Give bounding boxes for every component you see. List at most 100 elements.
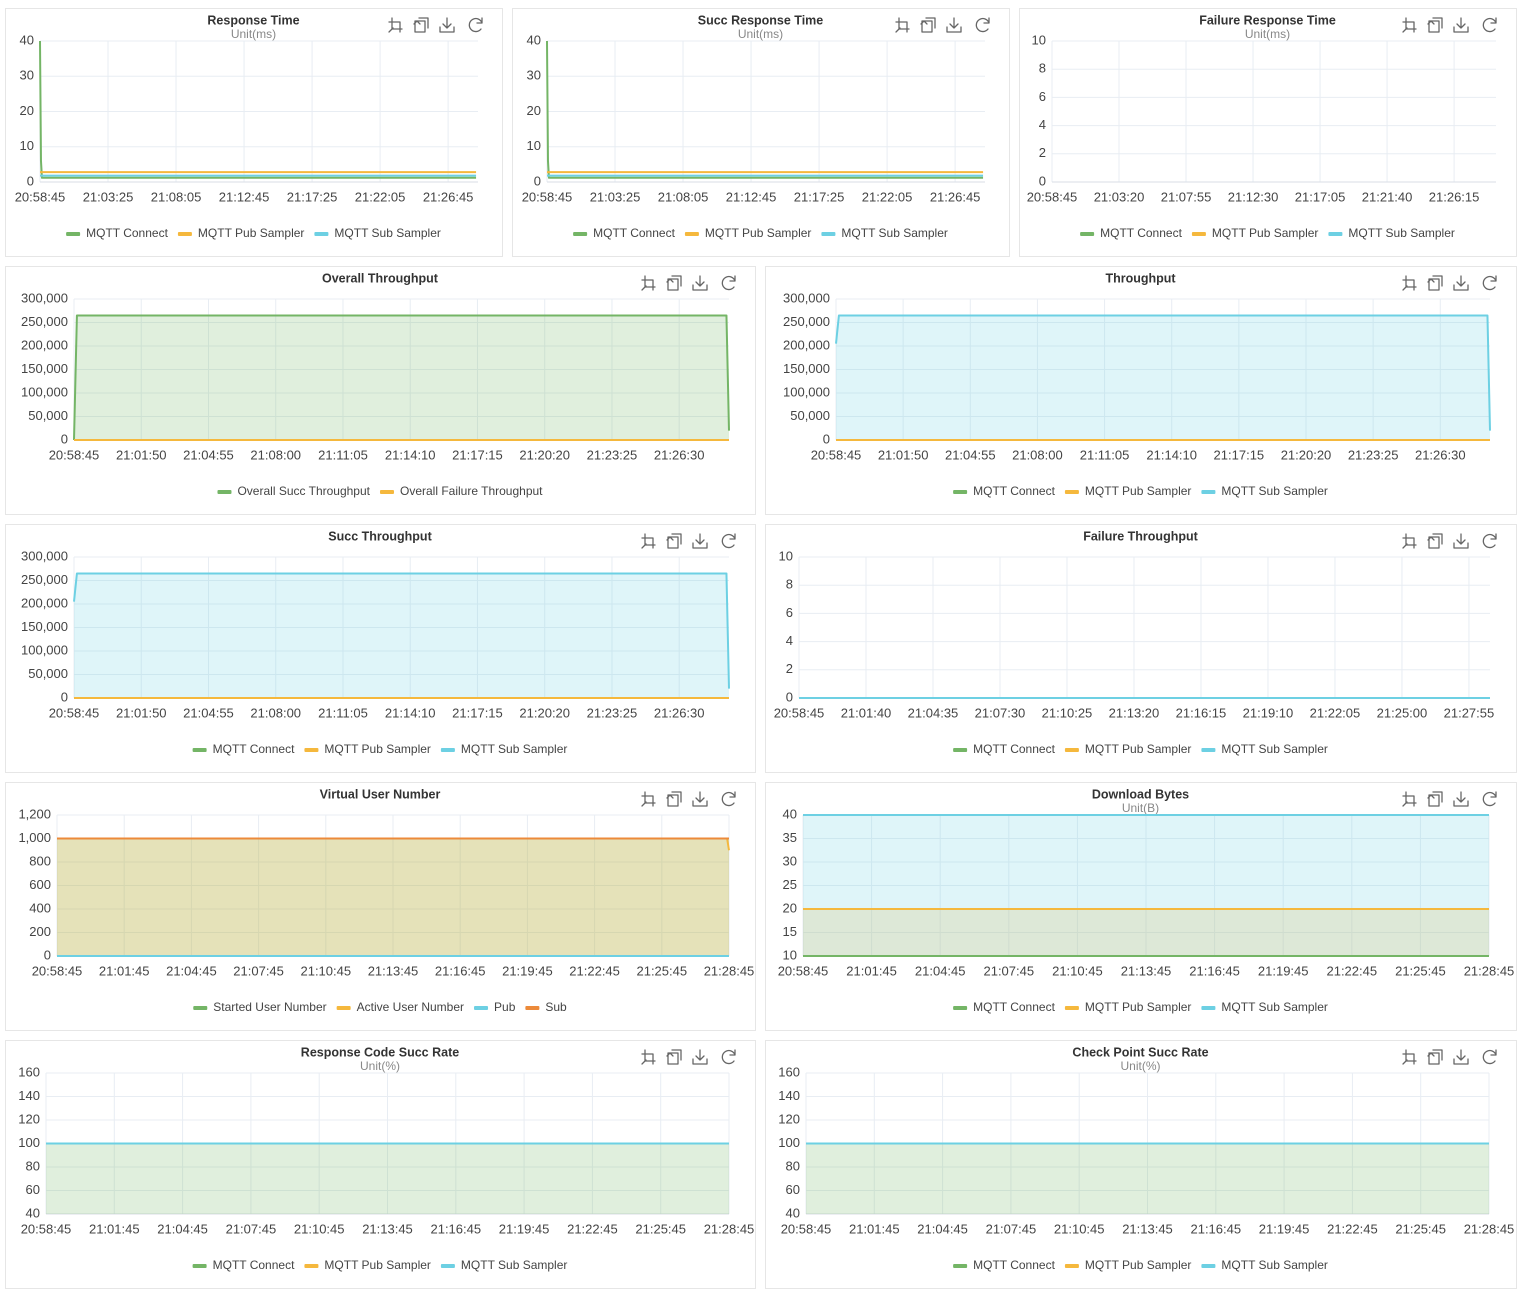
- legend-item[interactable]: MQTT Sub Sampler: [1201, 484, 1328, 498]
- toolbar-zoom[interactable]: [1400, 1048, 1418, 1066]
- icon-glyph[interactable]: [1427, 1049, 1443, 1065]
- icon-glyph[interactable]: [666, 533, 682, 549]
- legend-swatch[interactable]: [1328, 232, 1343, 236]
- legend-label[interactable]: MQTT Pub Sampler: [324, 1258, 430, 1272]
- legend-swatch[interactable]: [193, 1006, 208, 1010]
- icon-hit[interactable]: [639, 790, 657, 808]
- legend-swatch[interactable]: [953, 1264, 968, 1268]
- legend-label[interactable]: MQTT Connect: [973, 484, 1055, 498]
- legend-label[interactable]: MQTT Pub Sampler: [1085, 1258, 1191, 1272]
- icon-glyph[interactable]: [692, 275, 708, 291]
- icon-glyph[interactable]: [975, 17, 990, 33]
- legend-label[interactable]: MQTT Sub Sampler: [461, 742, 567, 756]
- icon-glyph[interactable]: [388, 17, 403, 33]
- legend-label[interactable]: MQTT Sub Sampler: [1221, 1258, 1327, 1272]
- icon-glyph[interactable]: [666, 1049, 682, 1065]
- legend-item[interactable]: MQTT Pub Sampler: [304, 1258, 431, 1272]
- toolbar-zoom-reset[interactable]: [1426, 532, 1444, 550]
- legend-label[interactable]: MQTT Pub Sampler: [1085, 484, 1191, 498]
- legend-swatch[interactable]: [336, 1006, 351, 1010]
- legend-label[interactable]: MQTT Pub Sampler: [1085, 1000, 1191, 1014]
- toolbar-zoom[interactable]: [639, 532, 657, 550]
- legend-swatch[interactable]: [177, 232, 192, 236]
- toolbar-download[interactable]: [1452, 790, 1470, 808]
- legend-item[interactable]: MQTT Sub Sampler: [1328, 226, 1455, 240]
- legend-label[interactable]: MQTT Connect: [213, 742, 295, 756]
- toolbar-zoom[interactable]: [893, 16, 911, 34]
- legend-label[interactable]: Started User Number: [213, 1000, 326, 1014]
- toolbar-refresh[interactable]: [1481, 274, 1499, 292]
- icon-glyph[interactable]: [1402, 791, 1417, 807]
- icon-glyph[interactable]: [1402, 17, 1417, 33]
- toolbar-download[interactable]: [1452, 1048, 1470, 1066]
- legend-label[interactable]: MQTT Connect: [1100, 226, 1182, 240]
- icon-glyph[interactable]: [721, 533, 736, 549]
- toolbar-download[interactable]: [691, 1048, 709, 1066]
- toolbar-zoom[interactable]: [639, 274, 657, 292]
- icon-glyph[interactable]: [1402, 533, 1417, 549]
- icon-glyph[interactable]: [895, 17, 910, 33]
- legend-swatch[interactable]: [440, 1264, 455, 1268]
- legend-swatch[interactable]: [304, 748, 319, 752]
- icon-glyph[interactable]: [920, 17, 936, 33]
- legend-swatch[interactable]: [192, 748, 207, 752]
- legend-item[interactable]: Overall Succ Throughput: [217, 484, 371, 498]
- legend-swatch[interactable]: [525, 1006, 540, 1010]
- toolbar-refresh[interactable]: [467, 16, 485, 34]
- toolbar-zoom-reset[interactable]: [665, 274, 683, 292]
- legend-label[interactable]: Pub: [494, 1000, 516, 1014]
- legend-item[interactable]: Started User Number: [193, 1000, 327, 1014]
- toolbar-refresh[interactable]: [720, 532, 738, 550]
- icon-glyph[interactable]: [1482, 791, 1497, 807]
- legend-swatch[interactable]: [314, 232, 329, 236]
- legend-item[interactable]: MQTT Connect: [192, 742, 295, 756]
- legend-label[interactable]: MQTT Sub Sampler: [841, 226, 947, 240]
- toolbar-zoom[interactable]: [1400, 532, 1418, 550]
- legend-swatch[interactable]: [66, 232, 81, 236]
- legend-label[interactable]: MQTT Sub Sampler: [334, 226, 440, 240]
- icon-hit[interactable]: [639, 532, 657, 550]
- toolbar-download[interactable]: [1452, 532, 1470, 550]
- legend-label[interactable]: MQTT Sub Sampler: [1221, 484, 1327, 498]
- legend-swatch[interactable]: [1080, 232, 1095, 236]
- legend-swatch[interactable]: [1201, 1006, 1216, 1010]
- icon-glyph[interactable]: [1482, 533, 1497, 549]
- icon-glyph[interactable]: [468, 17, 483, 33]
- icon-glyph[interactable]: [1402, 1049, 1417, 1065]
- legend-item[interactable]: MQTT Sub Sampler: [1201, 1258, 1328, 1272]
- icon-glyph[interactable]: [641, 533, 656, 549]
- icon-hit[interactable]: [639, 1048, 657, 1066]
- legend-swatch[interactable]: [1064, 490, 1079, 494]
- legend-label[interactable]: MQTT Pub Sampler: [1212, 226, 1318, 240]
- legend-label[interactable]: MQTT Pub Sampler: [324, 742, 430, 756]
- legend-item[interactable]: MQTT Sub Sampler: [1201, 1000, 1328, 1014]
- legend-label[interactable]: MQTT Connect: [973, 1258, 1055, 1272]
- toolbar-refresh[interactable]: [720, 1048, 738, 1066]
- legend-swatch[interactable]: [1201, 748, 1216, 752]
- legend-label[interactable]: Overall Succ Throughput: [237, 484, 370, 498]
- legend-label[interactable]: MQTT Pub Sampler: [198, 226, 304, 240]
- legend-label[interactable]: MQTT Connect: [213, 1258, 295, 1272]
- toolbar-zoom[interactable]: [639, 1048, 657, 1066]
- icon-hit[interactable]: [1400, 790, 1418, 808]
- icon-glyph[interactable]: [1482, 1049, 1497, 1065]
- legend-label[interactable]: Overall Failure Throughput: [400, 484, 543, 498]
- legend-item[interactable]: Sub: [525, 1000, 567, 1014]
- legend-swatch[interactable]: [440, 748, 455, 752]
- icon-glyph[interactable]: [721, 791, 736, 807]
- legend-item[interactable]: MQTT Sub Sampler: [314, 226, 441, 240]
- legend-swatch[interactable]: [1064, 1264, 1079, 1268]
- icon-glyph[interactable]: [666, 791, 682, 807]
- toolbar-zoom-reset[interactable]: [1426, 16, 1444, 34]
- toolbar-download[interactable]: [1452, 274, 1470, 292]
- icon-glyph[interactable]: [641, 1049, 656, 1065]
- toolbar-zoom[interactable]: [639, 790, 657, 808]
- legend-label[interactable]: MQTT Pub Sampler: [1085, 742, 1191, 756]
- icon-glyph[interactable]: [413, 17, 429, 33]
- toolbar-refresh[interactable]: [1481, 1048, 1499, 1066]
- icon-glyph[interactable]: [1402, 275, 1417, 291]
- icon-glyph[interactable]: [692, 533, 708, 549]
- legend-item[interactable]: MQTT Connect: [953, 742, 1056, 756]
- toolbar-refresh[interactable]: [720, 790, 738, 808]
- legend-label[interactable]: MQTT Connect: [973, 742, 1055, 756]
